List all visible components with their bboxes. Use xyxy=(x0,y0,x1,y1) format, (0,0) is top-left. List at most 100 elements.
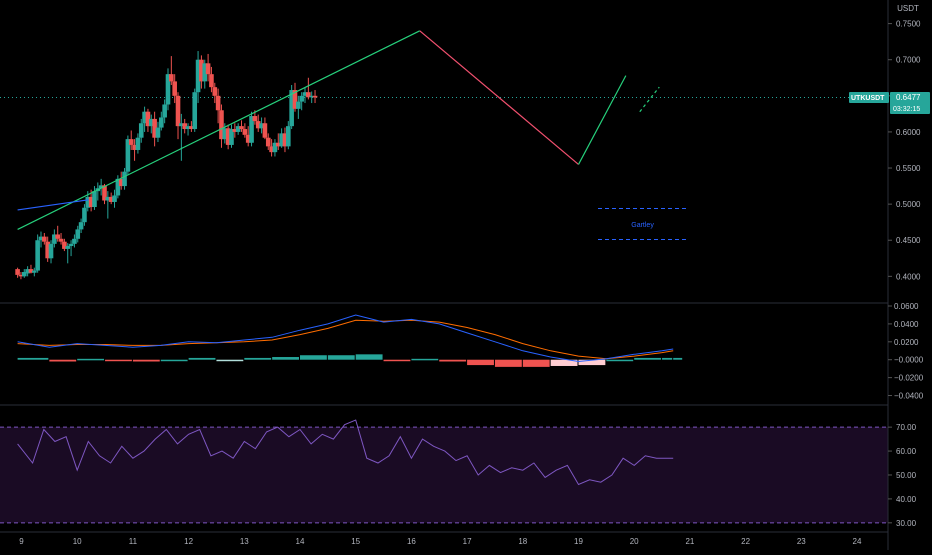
candle-body[interactable] xyxy=(68,243,74,247)
candle-body[interactable] xyxy=(306,92,311,98)
candle-body[interactable] xyxy=(185,126,191,130)
candle-body[interactable] xyxy=(92,191,97,208)
candle-body[interactable] xyxy=(112,195,117,202)
candle-body[interactable] xyxy=(38,236,44,241)
pattern-projection[interactable] xyxy=(639,86,660,113)
candle-body[interactable] xyxy=(245,134,251,143)
candle-body[interactable] xyxy=(75,229,81,239)
candle-body[interactable] xyxy=(21,272,27,277)
candle-body[interactable] xyxy=(52,234,57,244)
candle-body[interactable] xyxy=(269,146,274,153)
candle-body[interactable] xyxy=(122,171,127,187)
candle-body[interactable] xyxy=(145,111,151,127)
candle-body[interactable] xyxy=(172,81,177,96)
candle-body[interactable] xyxy=(28,269,34,273)
candle-body[interactable] xyxy=(199,59,204,82)
candle-body[interactable] xyxy=(175,95,181,127)
candle-body[interactable] xyxy=(209,74,214,88)
candle-body[interactable] xyxy=(108,196,114,202)
candle-body[interactable] xyxy=(179,123,184,127)
candle-body[interactable] xyxy=(25,269,30,274)
candle-body[interactable] xyxy=(225,128,231,145)
candle-body[interactable] xyxy=(259,123,264,129)
candle-body[interactable] xyxy=(128,139,134,145)
candle-body[interactable] xyxy=(296,101,301,109)
candle-body[interactable] xyxy=(125,139,131,172)
candle-body[interactable] xyxy=(48,243,54,259)
candle-body[interactable] xyxy=(219,110,224,140)
last-price-tag[interactable]: UTKUSDT 0.6477 03:32:15 xyxy=(849,91,930,114)
candle-body[interactable] xyxy=(299,95,304,102)
candle-body[interactable] xyxy=(289,90,294,127)
candle-body[interactable] xyxy=(192,92,198,130)
candle-body[interactable] xyxy=(102,185,107,201)
candle-body[interactable] xyxy=(262,123,268,138)
candle-body[interactable] xyxy=(98,185,104,189)
candle-body[interactable] xyxy=(85,196,91,208)
candle-body[interactable] xyxy=(135,137,141,150)
candle-body[interactable] xyxy=(309,95,314,98)
candle-body[interactable] xyxy=(55,234,61,239)
candle-body[interactable] xyxy=(88,196,94,208)
candle-body[interactable] xyxy=(252,116,258,122)
candle-body[interactable] xyxy=(292,90,298,109)
candle-body[interactable] xyxy=(286,126,291,147)
candle-body[interactable] xyxy=(115,178,121,196)
candle-body[interactable] xyxy=(272,142,278,153)
candle-body[interactable] xyxy=(235,126,241,132)
macd-axis[interactable]: 0.0600 0.0400 0.0200 −0.0000 −0.0200 −0.0400 xyxy=(888,302,924,401)
candle-body[interactable] xyxy=(15,269,20,275)
candle-body[interactable] xyxy=(182,123,188,130)
candle-body[interactable] xyxy=(159,117,164,128)
candle-body[interactable] xyxy=(148,118,154,127)
candle-body[interactable] xyxy=(78,222,84,230)
candle-body[interactable] xyxy=(229,129,234,145)
candle-body[interactable] xyxy=(222,128,228,140)
candle-body[interactable] xyxy=(169,74,174,82)
candle-body[interactable] xyxy=(279,133,284,147)
candle-body[interactable] xyxy=(42,236,47,242)
candle-body[interactable] xyxy=(32,270,37,273)
candle-body[interactable] xyxy=(162,104,167,118)
candle-body[interactable] xyxy=(275,142,281,147)
candle-body[interactable] xyxy=(35,240,40,271)
candle-body[interactable] xyxy=(212,87,218,96)
candle-body[interactable] xyxy=(62,241,67,249)
candle-body[interactable] xyxy=(82,207,87,223)
candle-body[interactable] xyxy=(195,59,201,93)
rsi-axis[interactable]: 70.00 60.00 50.00 40.00 30.00 xyxy=(888,423,917,528)
candle-body[interactable] xyxy=(255,121,261,129)
candle-body[interactable] xyxy=(142,111,147,124)
candle-body[interactable] xyxy=(118,178,124,187)
candle-body[interactable] xyxy=(58,238,64,242)
candle-body[interactable] xyxy=(205,63,211,75)
candle-body[interactable] xyxy=(249,116,254,143)
candle-body[interactable] xyxy=(282,133,288,147)
candle-body[interactable] xyxy=(155,127,161,138)
candle-body[interactable] xyxy=(239,126,244,130)
candle-body[interactable] xyxy=(152,118,157,138)
candle-body[interactable] xyxy=(232,129,238,132)
candle-body[interactable] xyxy=(45,241,50,259)
candle-body[interactable] xyxy=(215,95,221,111)
candle-body[interactable] xyxy=(202,63,208,82)
harmonic-pattern[interactable] xyxy=(17,30,688,241)
pattern-leg[interactable] xyxy=(577,75,627,165)
candle-body[interactable] xyxy=(242,129,248,135)
candle-body[interactable] xyxy=(165,74,171,105)
currency-label[interactable]: USDT xyxy=(897,4,919,13)
candle-body[interactable] xyxy=(312,95,318,98)
candle-body[interactable] xyxy=(105,196,111,201)
candle-body[interactable] xyxy=(132,144,137,150)
pattern-leg[interactable] xyxy=(17,30,421,230)
candle-body[interactable] xyxy=(18,274,24,277)
candle-body[interactable] xyxy=(189,126,194,130)
candle-body[interactable] xyxy=(138,123,144,138)
time-axis[interactable]: 9 10 11 12 13 14 15 16 17 18 19 20 21 22 23 24 xyxy=(19,537,862,546)
candle-body[interactable] xyxy=(72,238,77,244)
candle-body[interactable] xyxy=(265,137,271,147)
candle-body[interactable] xyxy=(65,246,71,249)
pattern-leg[interactable] xyxy=(419,30,579,165)
candle-body[interactable] xyxy=(302,92,308,96)
